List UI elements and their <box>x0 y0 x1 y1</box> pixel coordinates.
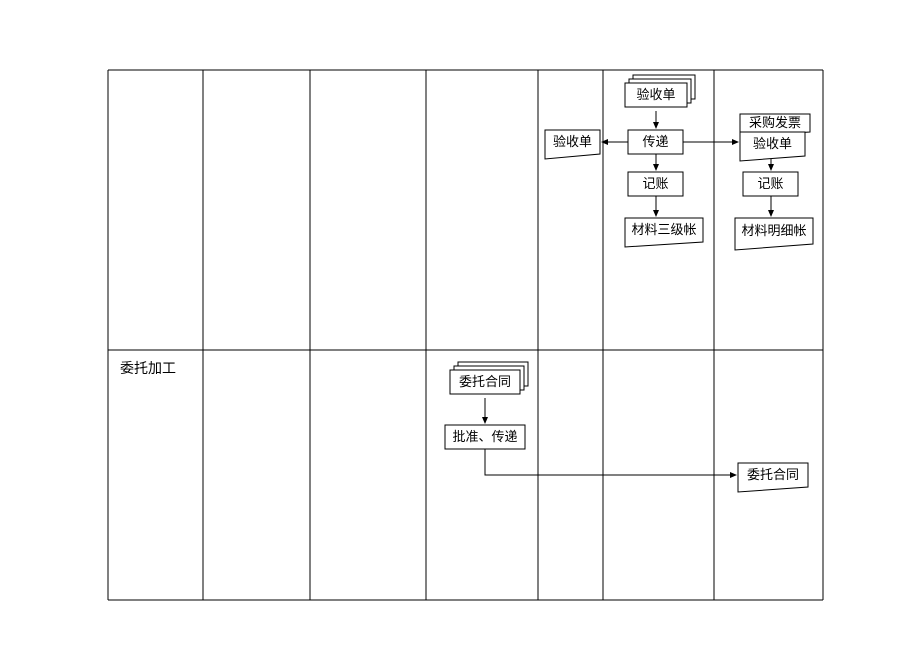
svg-text:材料三级帐: 材料三级帐 <box>631 222 696 237</box>
row-label-weituo: 委托加工 <box>120 361 176 377</box>
svg-text:记账: 记账 <box>757 176 783 191</box>
svg-text:验收单: 验收单 <box>753 136 792 151</box>
flowchart-canvas: 验收单委托合同验收单采购发票验收单材料三级帐材料明细帐委托合同传递记账记账批准、… <box>0 0 920 651</box>
grid <box>108 70 823 600</box>
svg-text:委托合同: 委托合同 <box>747 467 799 482</box>
svg-text:委托合同: 委托合同 <box>459 374 511 389</box>
labels: 验收单委托合同验收单采购发票验收单材料三级帐材料明细帐委托合同传递记账记账批准、… <box>120 87 807 482</box>
arrow-8 <box>485 449 736 475</box>
arrows <box>485 111 771 475</box>
svg-text:批准、传递: 批准、传递 <box>452 429 517 444</box>
svg-text:验收单: 验收单 <box>636 87 675 102</box>
svg-text:验收单: 验收单 <box>553 134 592 149</box>
svg-text:材料明细帐: 材料明细帐 <box>741 223 806 238</box>
svg-text:记账: 记账 <box>642 176 668 191</box>
svg-text:采购发票: 采购发票 <box>749 115 801 130</box>
svg-text:传递: 传递 <box>642 134 668 149</box>
